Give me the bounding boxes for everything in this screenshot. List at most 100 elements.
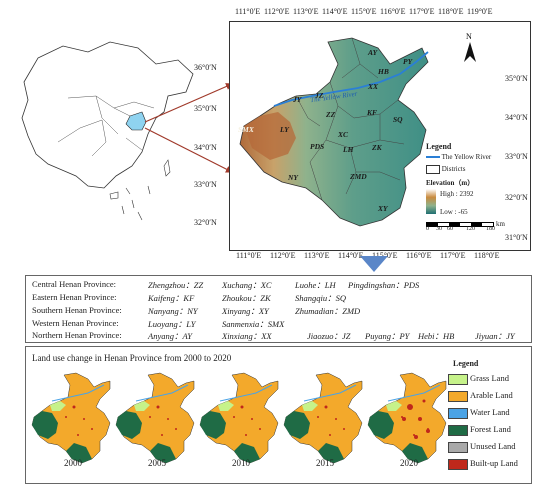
abbr-item: Jiaozuo：JZ xyxy=(307,331,351,341)
land-use-map-2015 xyxy=(283,372,363,464)
abbr-item: Jiyuan：JY xyxy=(475,331,515,341)
henan-terrain: N xyxy=(239,32,476,227)
legend-districts: Districts xyxy=(426,165,465,174)
district-label-jz: JZ xyxy=(315,91,324,100)
district-swatch xyxy=(426,165,440,174)
province-borders xyxy=(57,95,155,157)
top-tick: 111°0′E xyxy=(235,7,261,16)
abbr-item: Pingdingshan：PDS xyxy=(348,280,420,290)
right-tick: 31°0′N xyxy=(505,233,528,242)
abbr-item: Zhengzhou：ZZ xyxy=(148,280,204,290)
legend-river: The Yellow River xyxy=(426,153,491,161)
top-tick: 117°0′E xyxy=(409,7,435,16)
legend-river-label: The Yellow River xyxy=(441,153,492,161)
district-label-zk: ZK xyxy=(372,143,382,152)
top-tick: 114°0′E xyxy=(322,7,348,16)
bottom-tick: 114°0′E xyxy=(338,251,364,260)
north-arrow-icon xyxy=(464,42,476,62)
legend-label: Unused Land xyxy=(470,441,516,451)
river-swatch xyxy=(426,156,440,159)
bottom-tick: 111°0′E xyxy=(236,251,262,260)
district-borders xyxy=(295,37,405,201)
scale-180: 180 xyxy=(486,226,495,232)
legend-elevation-title: Elevation（m） xyxy=(426,179,475,187)
year-label: 2010 xyxy=(232,458,250,468)
china-inset-map xyxy=(21,41,194,221)
south-china-sea-islands xyxy=(121,185,151,221)
abbr-item: Xinyang：XY xyxy=(222,306,269,316)
district-label-smx: SMX xyxy=(238,125,254,134)
henan-highlight xyxy=(125,111,147,131)
district-label-zmd: ZMD xyxy=(350,172,367,181)
right-tick: 32°0′N xyxy=(505,193,528,202)
land-use-panel: Land use change in Henan Province from 2… xyxy=(25,346,532,484)
legend-label: Forest Land xyxy=(470,424,511,434)
district-label-kf: KF xyxy=(367,108,378,117)
year-label: 2005 xyxy=(148,458,166,468)
western-mountains xyxy=(244,112,296,160)
abbr-item: Hebi：HB xyxy=(418,331,455,341)
land-use-map-2000 xyxy=(31,372,111,464)
abbr-province: Western Henan Province: xyxy=(32,318,119,328)
abbr-item: Xinxiang：XX xyxy=(222,331,272,341)
legend-title: Legend xyxy=(426,142,452,151)
district-label-lh: LH xyxy=(343,145,354,154)
bottom-tick: 113°0′E xyxy=(304,251,330,260)
henan-elevation-map: N AY HB PY XX JY JZ ZZ KF SQ SMX LY XC L… xyxy=(229,21,531,251)
grass-swatch xyxy=(448,374,468,385)
hainan-island xyxy=(109,191,119,200)
bottom-tick: 115°0′E xyxy=(372,251,398,260)
top-tick: 113°0′E xyxy=(293,7,319,16)
scale-60: 60 xyxy=(447,226,453,232)
year-label: 2020 xyxy=(400,458,418,468)
land-use-title: Land use change in Henan Province from 2… xyxy=(32,353,232,363)
bottom-tick: 112°0′E xyxy=(270,251,296,260)
right-tick: 34°0′N xyxy=(505,113,528,122)
abbr-item: Luoyang：LY xyxy=(148,319,196,329)
abbr-item: Sanmenxia：SMX xyxy=(222,319,285,329)
elevation-low: Low : -65 xyxy=(440,208,468,216)
district-label-zz: ZZ xyxy=(326,110,336,119)
arable-swatch xyxy=(448,391,468,402)
abbr-province: Central Henan Province: xyxy=(32,279,117,289)
bottom-tick: 117°0′E xyxy=(440,251,466,260)
bottom-tick: 118°0′E xyxy=(474,251,500,260)
abbr-item: Kaifeng：KF xyxy=(148,293,195,303)
top-tick: 119°0′E xyxy=(467,7,493,16)
district-label-ay: AY xyxy=(368,48,378,57)
taiwan-island xyxy=(163,159,171,177)
district-label-py: PY xyxy=(403,57,413,66)
land-use-map-2005 xyxy=(115,372,195,464)
top-tick: 116°0′E xyxy=(380,7,406,16)
top-tick: 118°0′E xyxy=(438,7,464,16)
abbr-province: Eastern Henan Province: xyxy=(32,292,117,302)
district-label-sq: SQ xyxy=(393,115,403,124)
abbr-item: Anyang：AY xyxy=(148,331,192,341)
abbr-item: Shangqiu：SQ xyxy=(295,293,347,303)
built-up-swatch xyxy=(448,459,468,470)
left-tick: 36°0′N xyxy=(194,63,217,72)
land-use-legend-title: Legend xyxy=(453,359,479,368)
north-label: N xyxy=(466,32,472,41)
scale-bar xyxy=(426,222,494,227)
abbr-item: Zhoukou：ZK xyxy=(222,293,271,303)
down-arrow-icon xyxy=(360,256,388,272)
china-outline xyxy=(21,41,194,189)
district-label-ny: NY xyxy=(288,173,298,182)
abbr-item: Nanyang：NY xyxy=(148,306,198,316)
left-tick: 35°0′N xyxy=(194,104,217,113)
scale-0: 0 xyxy=(426,226,429,232)
district-abbreviations: Central Henan Province: Zhengzhou：ZZ Xuc… xyxy=(25,275,532,343)
abbr-item: Luohe：LH xyxy=(295,280,336,290)
land-use-map-2020 xyxy=(366,367,452,467)
right-tick: 33°0′N xyxy=(505,152,528,161)
water-swatch xyxy=(448,408,468,419)
forest-swatch xyxy=(448,425,468,436)
unused-swatch xyxy=(448,442,468,453)
abbr-item: Xuchang：XC xyxy=(222,280,272,290)
legend-label: Arable Land xyxy=(470,390,513,400)
district-label-xy: XY xyxy=(378,204,388,213)
arrow-to-map-bottom xyxy=(144,127,234,173)
scale-unit: km xyxy=(496,220,505,228)
